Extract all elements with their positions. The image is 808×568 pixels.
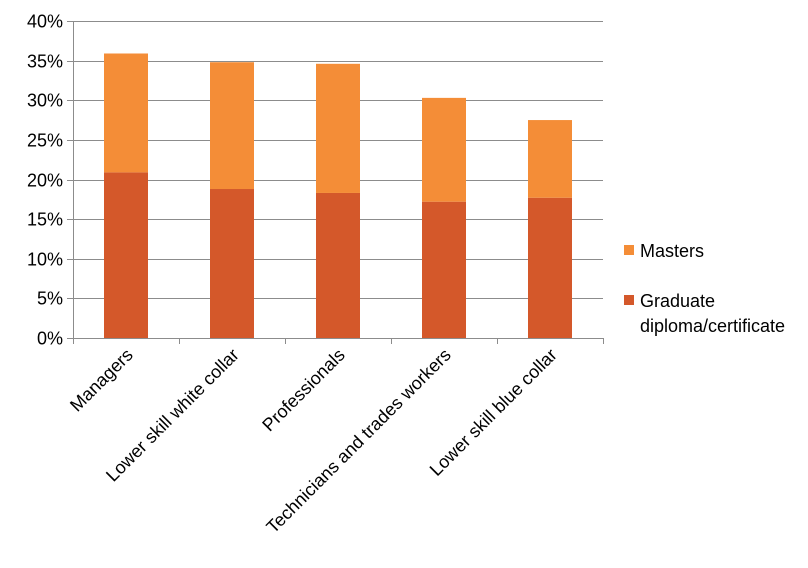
- y-tick-label: 15%: [27, 210, 63, 230]
- legend-swatch: [624, 295, 634, 305]
- bar-graduate-diploma: [422, 201, 466, 338]
- y-tick-label: 40%: [27, 12, 63, 32]
- bar-graduate-diploma: [316, 192, 360, 338]
- y-tick-label: 0%: [37, 329, 63, 349]
- legend: Masters Graduate diploma/certificate: [624, 241, 785, 336]
- y-tick-label: 30%: [27, 91, 63, 111]
- y-tick-label: 35%: [27, 52, 63, 72]
- y-tick-label: 10%: [27, 250, 63, 270]
- bar-graduate-diploma: [210, 189, 254, 338]
- legend-label: Graduate: [640, 291, 715, 311]
- legend-label: Masters: [640, 241, 704, 261]
- legend-swatch: [624, 245, 634, 255]
- bar-masters: [316, 63, 360, 193]
- bars: [104, 53, 572, 338]
- x-tick-label: Professionals: [258, 345, 349, 436]
- bar-graduate-diploma: [528, 197, 572, 338]
- bar-masters: [210, 62, 254, 190]
- bar-masters: [104, 53, 148, 173]
- bar-masters: [528, 120, 572, 198]
- bar-masters: [422, 97, 466, 202]
- bar-graduate-diploma: [104, 172, 148, 338]
- legend-label: diploma/certificate: [640, 316, 785, 336]
- y-tick-label: 5%: [37, 289, 63, 309]
- y-tick-label: 25%: [27, 131, 63, 151]
- x-tick-label: Technicians and trades workers: [262, 345, 454, 537]
- x-tick-label: Managers: [66, 345, 137, 416]
- y-tick-label: 20%: [27, 171, 63, 191]
